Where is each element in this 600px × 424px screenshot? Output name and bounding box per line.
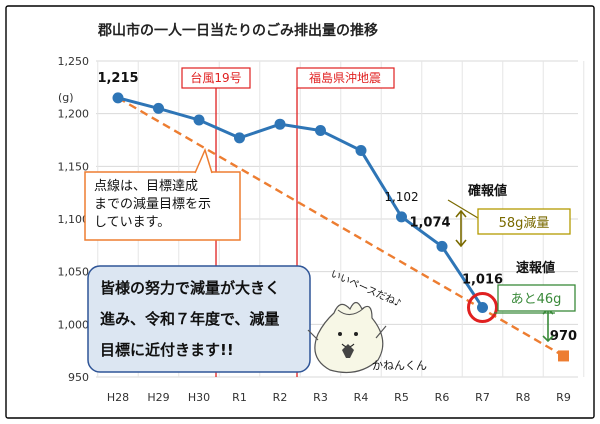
event-box-typhoon [181, 67, 251, 89]
remaining-box [497, 284, 576, 312]
actual-point-h30 [193, 114, 205, 126]
confirmed-label: 確報値 [468, 183, 507, 199]
mascot-bag-icon [307, 301, 387, 373]
y-tick-label: 1,200 [58, 108, 90, 121]
callout-box [84, 171, 241, 241]
x-tick-label: R3 [313, 391, 328, 404]
y-tick-label: 1,100 [58, 213, 90, 226]
reduction-arrow-icon [455, 209, 467, 248]
callout-text-line-3: しています。 [94, 215, 170, 230]
point-layer [112, 92, 488, 313]
callout-pointer [194, 147, 213, 174]
y-axis-unit: (g) [58, 91, 74, 104]
event-label-earthquake: 福島県沖地震 [309, 70, 381, 85]
actual-point-r4 [355, 145, 367, 157]
chart-title: 郡山市の一人一日当たりのごみ排出量の推移 [97, 22, 378, 39]
x-tick-label: R6 [435, 391, 450, 404]
x-tick-label: R8 [516, 391, 531, 404]
y-tick-label: 1,050 [58, 266, 90, 279]
actual-point-h29 [153, 102, 164, 114]
tick-layer: 1,250 1,200 1,150 1,100 1,050 1,000 950 H28 H29 H… [58, 55, 571, 404]
preliminary-label: 速報値 [516, 260, 555, 276]
x-tick-label: R2 [273, 391, 288, 404]
x-tick-label: R9 [556, 391, 571, 404]
x-tick-label: R7 [475, 391, 490, 404]
event-label-typhoon: 台風19号 [190, 70, 241, 85]
actual-point-r1 [234, 132, 245, 144]
data-label-h28: 1,215 [97, 71, 138, 86]
x-tick-label: R1 [232, 391, 247, 404]
actual-series-line [117, 96, 484, 309]
message-text-line-2: 進み、令和７年度で、減量 [100, 310, 279, 328]
reduction-text: 58g減量 [499, 215, 550, 231]
callout-text-line-2: までの減量目標を示 [94, 196, 211, 212]
data-label-r6: 1,074 [409, 215, 450, 230]
message-text-line-3: 目標に近付きます!! [100, 341, 234, 359]
message-box [87, 265, 311, 373]
reduction-box [477, 208, 571, 235]
actual-point-r6 [436, 240, 448, 252]
remaining-text: あと46g [511, 292, 562, 307]
x-tick-label: R4 [354, 391, 369, 404]
actual-point-r7 [477, 301, 488, 313]
message-text-line-1: 皆様の努力で減量が大きく [100, 279, 280, 297]
x-tick-label: R5 [394, 391, 409, 404]
actual-point-r5 [396, 211, 407, 223]
actual-point-r2 [274, 118, 286, 130]
y-tick-label: 1,250 [58, 55, 90, 68]
y-tick-label: 1,000 [58, 318, 90, 331]
callout-text-line-1: 点線は、目標達成 [94, 178, 198, 194]
x-tick-label: H30 [188, 391, 210, 404]
event-box-earthquake [296, 67, 395, 89]
y-tick-label: 950 [68, 371, 89, 384]
target-end-marker [558, 350, 569, 362]
x-tick-label: H28 [107, 391, 129, 404]
data-label-r9: 970 [550, 329, 577, 344]
r7-highlight-ring [467, 291, 498, 323]
mascot-name: かねんくん [372, 359, 427, 372]
target-series-line [117, 96, 565, 357]
reduction-pointer-line [447, 199, 479, 219]
x-tick-label: H29 [147, 391, 169, 404]
data-label-r7: 1,016 [462, 272, 503, 287]
data-label-r5: 1,102 [384, 190, 418, 204]
actual-point-h28 [112, 92, 124, 104]
y-tick-label: 1,150 [58, 160, 90, 173]
actual-point-r3 [315, 125, 326, 137]
